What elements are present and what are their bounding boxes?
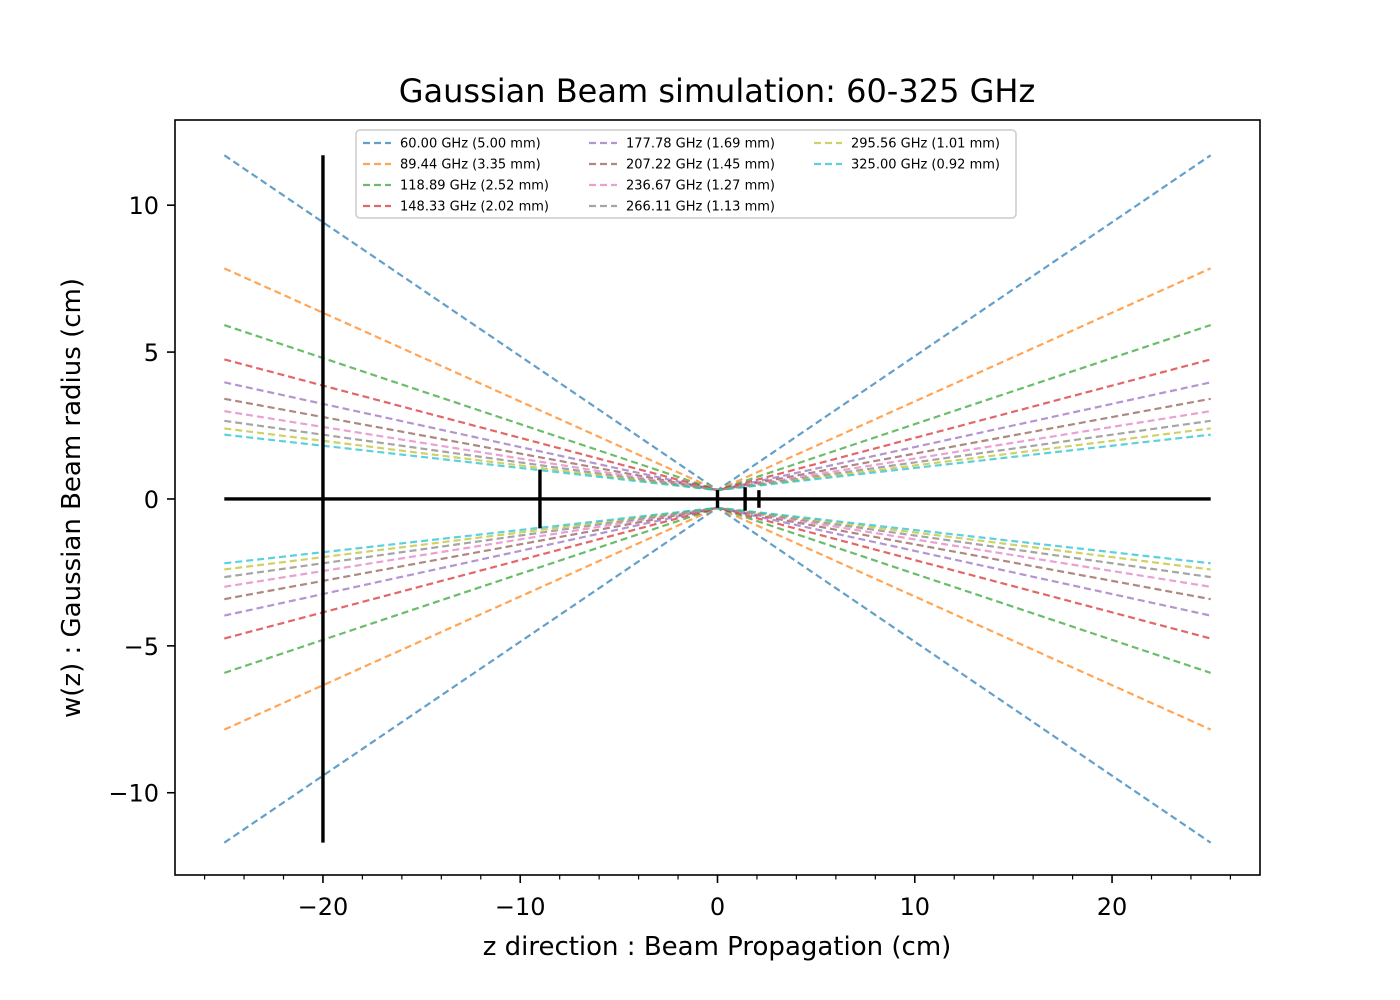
x-tick-label: 20 [1097, 893, 1128, 921]
x-axis-label: z direction : Beam Propagation (cm) [483, 932, 952, 962]
beam-lower-series-4 [224, 506, 1211, 617]
legend-label: 148.33 GHz (2.02 mm) [400, 200, 549, 215]
y-axis-label: w(z) : Gaussian Beam radius (cm) [57, 278, 87, 718]
x-tick-label: 10 [899, 893, 930, 921]
legend-label: 89.44 GHz (3.35 mm) [400, 158, 541, 173]
beam-upper-series-4 [224, 381, 1211, 492]
legend-label: 266.11 GHz (1.13 mm) [626, 200, 775, 215]
chart-title: Gaussian Beam simulation: 60-325 GHz [399, 72, 1036, 110]
axes-frame [174, 119, 1261, 876]
x-tick-label: 0 [710, 893, 725, 921]
legend: 60.00 GHz (5.00 mm) 89.44 GHz (3.35 mm) 11… [355, 129, 1017, 219]
x-tick-label: −10 [495, 893, 546, 921]
y-tick-label: 5 [144, 339, 159, 367]
y-tick-label: −5 [124, 633, 159, 661]
legend-items: 60.00 GHz (5.00 mm) 89.44 GHz (3.35 mm) 11… [363, 137, 1000, 215]
legend-label: 177.78 GHz (1.69 mm) [626, 137, 775, 152]
tick-layer: −20 −10 0 10 20 −10 −5 0 5 10 [108, 192, 1232, 921]
legend-label: 60.00 GHz (5.00 mm) [400, 137, 541, 152]
y-tick-label: 10 [128, 192, 159, 220]
legend-label: 325.00 GHz (0.92 mm) [851, 158, 1000, 173]
legend-label: 295.56 GHz (1.01 mm) [851, 137, 1000, 152]
legend-label: 207.22 GHz (1.45 mm) [626, 158, 775, 173]
legend-label: 118.89 GHz (2.52 mm) [400, 179, 549, 194]
legend-box [355, 129, 1017, 219]
y-tick-label: −10 [108, 780, 159, 808]
legend-label: 236.67 GHz (1.27 mm) [626, 179, 775, 194]
marker-layer [224, 155, 1211, 843]
x-tick-label: −20 [298, 893, 349, 921]
y-tick-label: 0 [144, 486, 159, 514]
